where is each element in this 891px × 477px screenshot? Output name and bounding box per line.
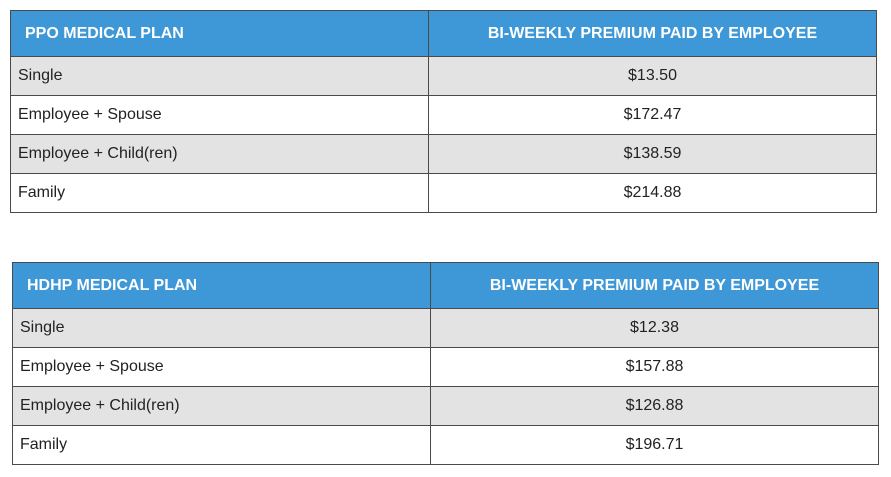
table-row: Employee + Child(ren) $138.59 xyxy=(10,134,877,174)
table-header-row: PPO MEDICAL PLAN BI-WEEKLY PREMIUM PAID … xyxy=(10,10,877,57)
premium-column-header: BI-WEEKLY PREMIUM PAID BY EMPLOYEE xyxy=(428,10,877,57)
coverage-tier-cell: Employee + Spouse xyxy=(12,347,431,387)
ppo-premium-table: PPO MEDICAL PLAN BI-WEEKLY PREMIUM PAID … xyxy=(10,10,877,213)
premium-cell: $12.38 xyxy=(430,308,879,348)
table-row: Family $214.88 xyxy=(10,173,877,213)
premium-cell: $196.71 xyxy=(430,425,879,465)
premium-cell: $172.47 xyxy=(428,95,877,135)
coverage-tier-cell: Single xyxy=(10,56,429,96)
coverage-tier-cell: Family xyxy=(10,173,429,213)
coverage-tier-cell: Single xyxy=(12,308,431,348)
premium-cell: $138.59 xyxy=(428,134,877,174)
table-row: Employee + Spouse $172.47 xyxy=(10,95,877,135)
table-row: Family $196.71 xyxy=(12,425,879,465)
coverage-tier-cell: Employee + Child(ren) xyxy=(12,386,431,426)
coverage-tier-cell: Employee + Spouse xyxy=(10,95,429,135)
premium-cell: $157.88 xyxy=(430,347,879,387)
premium-cell: $13.50 xyxy=(428,56,877,96)
table-header-row: HDHP MEDICAL PLAN BI-WEEKLY PREMIUM PAID… xyxy=(12,262,879,309)
table-row: Employee + Child(ren) $126.88 xyxy=(12,386,879,426)
premium-column-header: BI-WEEKLY PREMIUM PAID BY EMPLOYEE xyxy=(430,262,879,309)
plan-name-header: HDHP MEDICAL PLAN xyxy=(12,262,431,309)
table-row: Single $13.50 xyxy=(10,56,877,96)
premium-cell: $126.88 xyxy=(430,386,879,426)
premium-cell: $214.88 xyxy=(428,173,877,213)
hdhp-premium-table: HDHP MEDICAL PLAN BI-WEEKLY PREMIUM PAID… xyxy=(12,262,879,465)
table-row: Single $12.38 xyxy=(12,308,879,348)
plan-name-header: PPO MEDICAL PLAN xyxy=(10,10,429,57)
table-row: Employee + Spouse $157.88 xyxy=(12,347,879,387)
coverage-tier-cell: Employee + Child(ren) xyxy=(10,134,429,174)
coverage-tier-cell: Family xyxy=(12,425,431,465)
